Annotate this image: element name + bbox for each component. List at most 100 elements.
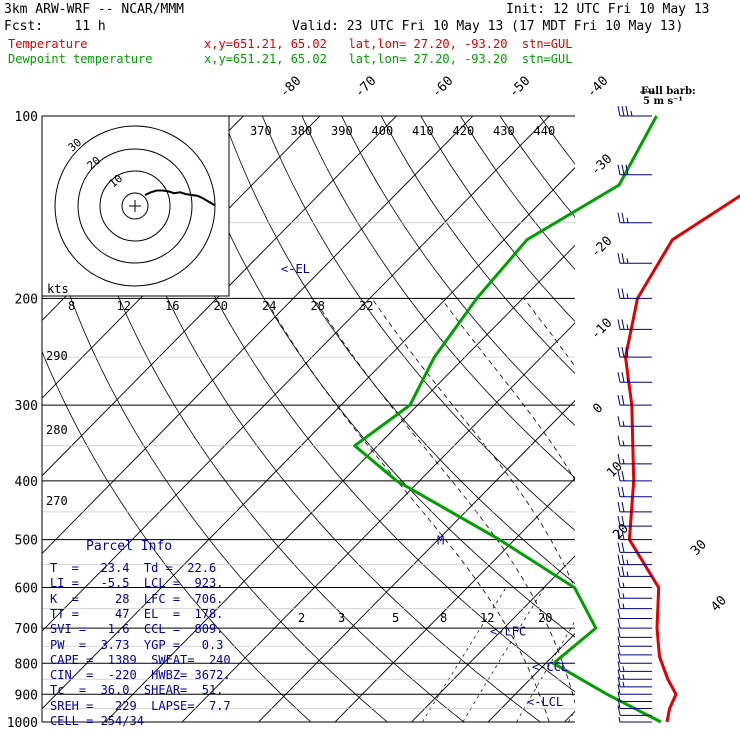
hodograph-ring [121, 192, 149, 220]
theta-label-low: 280 [46, 423, 68, 437]
parcel-info-row: CIN = -220 HWBZ= 3672. [50, 668, 231, 683]
wind-barb-full-flag [621, 253, 625, 264]
mixing-ratio-label: 5 [392, 611, 399, 625]
isotherm-label: -60 [429, 74, 456, 101]
wind-barb-half-flag [618, 716, 621, 723]
wind-barb-full-flag [617, 253, 621, 264]
wind-barb-full-flag [617, 501, 621, 512]
theta-label: 430 [493, 124, 515, 138]
parcel-info-row: PW = 3.73 YGP = 0.3 [50, 637, 224, 652]
isotherm-label: 40 [708, 593, 730, 615]
pressure-tick-label: 700 [15, 622, 38, 637]
level-annotation: <-LCL [527, 695, 563, 709]
mixing-ratio-label: 20 [538, 611, 552, 625]
wind-barb-full-flag [625, 164, 629, 175]
parcel-info-row: CAPE = 1389 SWEAT= 240 [50, 652, 231, 667]
isotherm-line [181, 322, 575, 722]
wind-barb-full-flag [617, 608, 621, 619]
isotherm-label: -80 [277, 74, 304, 101]
theta-label: 390 [331, 124, 353, 138]
wind-barb-half-flag [622, 666, 625, 672]
theta-label: 440 [534, 124, 556, 138]
valid-time: Valid: 23 UTC Fri 10 May 13 (17 MDT Fri … [292, 19, 684, 34]
wind-barb-full-flag [621, 372, 625, 383]
wind-barb-full-flag [617, 698, 621, 709]
dry-adiabat-line [380, 116, 575, 375]
isotherm-line [42, 167, 575, 710]
wind-barb-full-flag [621, 542, 625, 553]
theta-label: 420 [453, 124, 475, 138]
level-annotation: <-EL [281, 262, 310, 276]
wind-barb-full-flag [617, 676, 621, 687]
wind-barb-half-flag [626, 217, 629, 223]
isotherm-line [334, 477, 575, 722]
hodograph-ring [99, 170, 171, 242]
legend-dewpoint-info: x,y=651.21, 65.02 lat,lon= 27.20, -93.20… [204, 52, 573, 66]
parcel-info-row: TT = 47 EL = 178. [50, 606, 224, 621]
saturation-label: 28 [311, 299, 325, 313]
isotherm-label: 10 [604, 459, 626, 481]
wind-legend-units: 5 m s⁻¹ [643, 96, 683, 107]
pressure-tick-label: 400 [15, 475, 38, 490]
wind-barb-full-flag [621, 319, 625, 330]
wind-barb-full-flag [617, 577, 621, 588]
pressure-tick-label: 600 [15, 582, 38, 597]
saturation-label: 32 [359, 299, 373, 313]
wind-barb-full-flag [617, 164, 621, 175]
wind-barb-full-flag [617, 288, 621, 299]
wind-barb-full-flag [621, 486, 625, 497]
wind-barb-full-flag [621, 347, 625, 358]
theta-label-low: 270 [46, 494, 68, 508]
wind-barb-full-flag [617, 636, 621, 647]
mixing-ratio-line [462, 587, 545, 722]
temperature-profile [624, 194, 740, 723]
legend-temperature: Temperature [8, 37, 88, 51]
pressure-tick-label: 900 [15, 688, 38, 703]
mixing-ratio-line [422, 587, 507, 722]
wind-barb-full-flag [617, 669, 621, 680]
wind-barb-full-flag [621, 515, 625, 527]
wind-barb-full-flag [617, 588, 621, 599]
parcel-info-row: LI = -5.5 LCL = 923. [50, 576, 224, 591]
isotherm-line [42, 116, 474, 555]
wind-legend-title: Full barb: [641, 86, 696, 97]
wind-barb-full-flag [625, 347, 629, 358]
wind-barb-full-flag [621, 529, 625, 540]
theta-label: 400 [372, 124, 394, 138]
wind-barb-full-flag [617, 416, 621, 427]
mixing-ratio-label: 2 [298, 611, 305, 625]
saturation-label: 24 [262, 299, 276, 313]
wind-barb-full-flag [617, 566, 621, 577]
dry-adiabat-line [143, 116, 575, 693]
wind-barb-full-flag [617, 653, 621, 664]
dry-adiabat-line [460, 116, 575, 270]
isotherm-label: -40 [584, 74, 611, 101]
wind-barb-full-flag [617, 644, 621, 656]
dry-adiabat-line [539, 116, 575, 165]
parcel-info-row: K = 28 LFC = 706. [50, 591, 224, 606]
wind-barb-full-flag [621, 164, 625, 175]
wind-barb-half-flag [626, 258, 629, 264]
wind-barb-full-flag [617, 435, 621, 446]
theta-label-low: 290 [46, 349, 68, 363]
isotherm-line [487, 633, 575, 722]
moist-adiabat-line [440, 298, 575, 481]
parcel-info-row: CELL = 254/34 [50, 714, 144, 728]
wind-barb-full-flag [621, 501, 625, 512]
wind-barb-full-flag [617, 486, 621, 497]
hodograph-ring [77, 148, 193, 264]
isotherm-label: -50 [506, 74, 533, 101]
wind-barb-full-flag [621, 566, 625, 577]
parcel-info-row: Tc = 36.0 SHEAR= 51. [50, 683, 224, 698]
wind-barb-full-flag [617, 598, 621, 609]
pressure-tick-label: 300 [15, 399, 38, 414]
forecast-hour: Fcst: 11 h [4, 19, 106, 34]
mixing-ratio-label: 3 [338, 611, 345, 625]
mixing-ratio-line [677, 588, 740, 722]
wind-barb-half-flag [622, 681, 625, 687]
wind-barb-full-flag [617, 542, 621, 553]
level-annotation: <-LFC [490, 624, 526, 638]
dry-adiabat-line [42, 204, 389, 722]
dewpoint-profile [353, 115, 662, 724]
